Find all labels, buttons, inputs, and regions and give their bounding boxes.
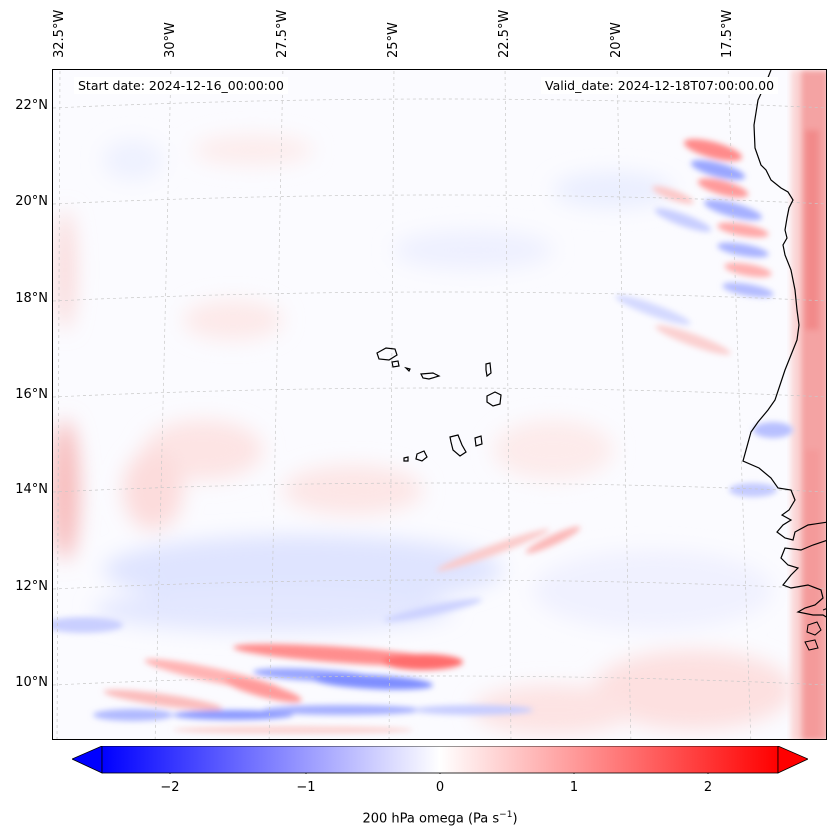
lat-label-12n: 12°N [15, 579, 48, 594]
lat-label-10n: 10°N [15, 675, 48, 690]
island-brava [403, 456, 409, 462]
lon-label-32-5w: 32.5°W [52, 9, 67, 58]
lat-label-22n: 22°N [15, 98, 48, 113]
island-maio [474, 435, 483, 447]
field-southern-streaks [53, 526, 581, 734]
island-santiago [449, 434, 467, 457]
lon-label-25w: 25°W [386, 22, 401, 58]
island-sao-nicolau [420, 372, 441, 380]
valid-date-label: Valid_date: 2024-12-18T07:00:00.00 [541, 77, 779, 94]
island-santo-antao [376, 347, 398, 361]
lon-label-22-5w: 22.5°W [497, 9, 512, 58]
graticule [53, 70, 826, 739]
colorbar-tick-2: 2 [703, 780, 713, 795]
lat-label-18n: 18°N [15, 291, 48, 306]
colorbar-tick-1: 1 [569, 780, 579, 795]
omega-field-map [53, 70, 826, 739]
lat-label-14n: 14°N [15, 482, 48, 497]
island-sal [485, 362, 492, 378]
colorbar-high-extend [777, 746, 808, 774]
colorbar-label-main: 200 hPa omega (Pa s [362, 811, 500, 827]
colorbar-low-extend [72, 746, 103, 774]
field-broad-patches [53, 135, 793, 735]
colorbar-body [101, 746, 779, 774]
colorbar-label-close: ) [512, 811, 518, 827]
colorbar-tick-marks [169, 773, 709, 774]
start-date-label: Start date: 2024-12-16_00:00:00 [74, 77, 288, 94]
island-sao-vicente [391, 360, 400, 368]
island-boa-vista [486, 391, 502, 407]
colorbar-tick-0: 0 [435, 780, 445, 795]
island-santa-luzia [404, 366, 411, 373]
coastline-west-africa [742, 70, 826, 541]
colorbar-label: 200 hPa omega (Pa s−1) [0, 810, 837, 826]
lon-label-27-5w: 27.5°W [275, 9, 290, 58]
map-panel [52, 69, 827, 740]
field-coastal-strip [791, 70, 826, 739]
cape-verde-islands [376, 347, 502, 462]
lat-label-20n: 20°N [15, 194, 48, 209]
lon-label-30w: 30°W [163, 22, 178, 58]
lon-label-17-5w: 17.5°W [720, 9, 735, 58]
colorbar [72, 746, 808, 774]
lon-label-20w: 20°W [609, 22, 624, 58]
colorbar-label-exponent: −1 [499, 810, 513, 820]
field-wave-train-ne [615, 139, 793, 497]
lat-label-16n: 16°N [15, 387, 48, 402]
colorbar-tick-neg2: −2 [160, 780, 180, 795]
coastline-bijagos [804, 608, 826, 651]
colorbar-tick-neg1: −1 [296, 780, 316, 795]
island-fogo [415, 450, 428, 462]
coastline-guinea-bissau [780, 540, 826, 618]
